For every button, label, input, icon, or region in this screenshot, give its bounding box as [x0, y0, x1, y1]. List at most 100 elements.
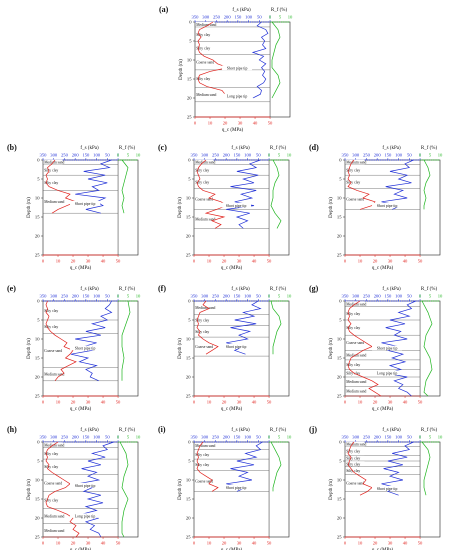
qc-axis-title: q_c (MPa) [70, 548, 92, 550]
fs-tick-label: 50 [105, 153, 110, 158]
series-qc-line [45, 159, 77, 214]
layer-label: Coarse sand [195, 345, 213, 349]
layer-label-bg [43, 180, 63, 185]
layer-label: Silty clay [196, 33, 210, 37]
layer-label-bg [194, 344, 214, 349]
fs-tick-label: 0 [269, 15, 272, 20]
series-Rf-line [421, 441, 431, 496]
layer-label-bg [194, 443, 214, 448]
qc-axis-title: q_c (MPa) [221, 266, 243, 271]
layer-label-bg [43, 307, 63, 313]
depth-tick-label: 20 [186, 516, 191, 521]
cpt-panel: (h)350 300 250 200 150 100 50 00 5 10f_s (kPa) R_f… [7, 425, 141, 550]
qc-tick-label: 0 [42, 400, 45, 405]
rf-tick-label: 5 [429, 153, 432, 158]
qc-tick-label: 40 [101, 400, 106, 405]
series-Rf-line [423, 159, 431, 210]
depth-axis-title: Depth (m) [27, 479, 32, 500]
qc-tick-label: 40 [252, 541, 257, 546]
depth-tick-label: 25 [187, 115, 192, 120]
rf-tick-label: 0 [268, 435, 271, 440]
depth-tick-label: 5 [188, 177, 191, 182]
fs-tick-label: 200 [374, 435, 382, 440]
depth-tick-label: 10 [35, 337, 40, 342]
depth-tick-label: 10 [187, 58, 192, 63]
rf-tick-label: 5 [429, 435, 432, 440]
depth-tick-label: 20 [35, 516, 40, 521]
fs-tick-label: 200 [72, 153, 80, 158]
depth-tick-label: 15 [35, 215, 40, 220]
fs-axis-title: f_s (kPa) [231, 146, 250, 151]
qc-tick-label: 50 [268, 121, 273, 126]
qc-tick-label: 0 [193, 400, 196, 405]
series-qc-line [347, 159, 376, 210]
fs-tick-label: 350 [40, 294, 48, 299]
layer-label: Silty clay [196, 47, 210, 51]
layer-label-bg [194, 179, 214, 185]
qc-tick-label: 0 [42, 541, 45, 546]
fs-tick-label: 250 [61, 294, 69, 299]
annotation-bg [372, 202, 403, 208]
depth-tick-label: 5 [189, 39, 192, 44]
fs-tick-label: 350 [40, 435, 48, 440]
layer-label-bg [194, 328, 214, 334]
layer-label-bg [43, 497, 63, 503]
qc-tick-label: 40 [252, 400, 257, 405]
series-Rf-line [119, 441, 129, 538]
qc-tick-label: 0 [344, 259, 347, 264]
fs-tick-label: 0 [117, 435, 120, 440]
depth-tick-label: 5 [37, 318, 40, 323]
depth-tick-label: 0 [188, 158, 191, 163]
annotation-bg [221, 202, 252, 208]
rf-tick-label: 10 [438, 294, 443, 299]
fs-tick-label: 250 [212, 294, 220, 299]
fs-tick-label: 100 [244, 294, 252, 299]
qc-tick-label: 10 [358, 400, 363, 405]
fs-tick-label: 0 [419, 435, 422, 440]
depth-tick-label: 15 [186, 497, 191, 502]
fs-axis-title: f_s (kPa) [231, 428, 250, 433]
qc-tick-label: 10 [208, 121, 213, 126]
qc-tick-label: 40 [253, 121, 258, 126]
layer-label-bg [194, 167, 214, 173]
cpt-panel: (i)350 300 250 200 150 100 50 00 5 10f_s (kPa) R_f… [158, 425, 292, 550]
series-qc-line [196, 159, 228, 229]
fs-tick-label: 50 [257, 15, 262, 20]
panel-label: (f) [158, 284, 166, 293]
rf-tick-label: 0 [268, 153, 271, 158]
layer-label-bg [43, 450, 63, 456]
rf-tick-label: 0 [117, 294, 120, 299]
cpt-panel: (c)350 300 250 200 150 100 50 00 5 10f_s (kPa) R_f… [158, 143, 292, 271]
fs-tick-label: 250 [61, 435, 69, 440]
depth-tick-label: 0 [339, 440, 342, 445]
fs-tick-label: 250 [363, 294, 371, 299]
layer-label: Silty clay [44, 325, 58, 329]
fs-tick-label: 300 [50, 435, 58, 440]
qc-tick-label: 40 [252, 259, 257, 264]
qc-tick-label: 10 [358, 259, 363, 264]
rf-tick-label: 0 [268, 294, 271, 299]
layer-label: Silty clay [346, 312, 360, 316]
qc-tick-label: 50 [116, 259, 121, 264]
layer-label: Medium sand [346, 354, 366, 358]
qc-tick-label: 50 [418, 400, 423, 405]
fs-tick-label: 150 [82, 435, 90, 440]
fs-tick-label: 100 [93, 294, 101, 299]
layer-label-bg [43, 371, 63, 377]
depth-tick-label: 0 [339, 299, 342, 304]
fs-tick-label: 150 [233, 294, 241, 299]
qc-tick-label: 0 [344, 400, 347, 405]
depth-tick-label: 0 [188, 299, 191, 304]
fs-tick-label: 350 [191, 435, 199, 440]
depth-tick-label: 10 [337, 196, 342, 201]
qc-axis-title: q_c (MPa) [70, 266, 92, 271]
depth-tick-label: 20 [186, 234, 191, 239]
qc-tick-label: 20 [222, 400, 227, 405]
fs-tick-label: 200 [223, 435, 231, 440]
depth-tick-label: 0 [188, 440, 191, 445]
layer-label: Medium sand [196, 23, 216, 27]
depth-tick-label: 10 [186, 337, 191, 342]
series-qc-line [45, 300, 77, 382]
qc-tick-label: 20 [71, 541, 76, 546]
rf-tick-label: 10 [288, 15, 293, 20]
